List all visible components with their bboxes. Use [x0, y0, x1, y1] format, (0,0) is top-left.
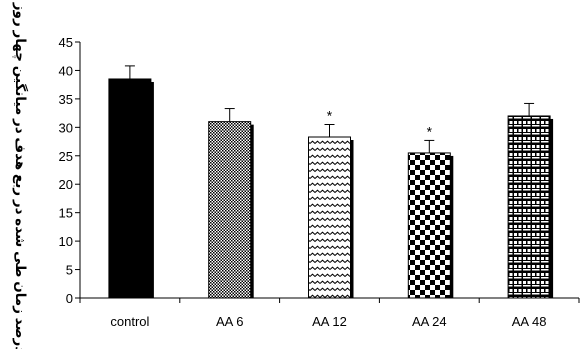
bar	[208, 121, 252, 299]
x-tick-label: control	[110, 314, 149, 329]
y-tick-label: 20	[59, 177, 73, 192]
significance-marker: *	[327, 107, 333, 123]
bar	[407, 152, 451, 299]
x-tick-label: AA 12	[312, 314, 347, 329]
y-tick-label: 0	[66, 291, 73, 306]
y-tick-label: 10	[59, 234, 73, 249]
y-tick-label: 5	[66, 263, 73, 278]
y-tick-label: 25	[59, 149, 73, 164]
x-tick-labels: control AA 6 AA 12 AA 24 AA 48	[110, 314, 546, 329]
x-tick-label: AA 24	[412, 314, 447, 329]
bar-aa-48	[507, 102, 554, 299]
bar-aa-12: *	[308, 107, 354, 299]
y-tick-label: 40	[59, 63, 73, 78]
bar	[108, 78, 152, 299]
bar	[507, 115, 551, 299]
x-tick-label: AA 48	[512, 314, 547, 329]
bars-group: **	[108, 65, 554, 299]
y-tick-label: 45	[59, 35, 73, 50]
bar-control	[108, 65, 154, 299]
bar-aa-24: *	[407, 123, 454, 299]
y-axis-label: درصد زمان طی شده در ربع هدف در میانگین چ…	[13, 2, 29, 349]
axes: 0 5 10 15 20 25 30 35 40 45	[59, 35, 580, 306]
bar	[308, 136, 351, 299]
bar-aa-6	[208, 108, 254, 299]
x-tick-label: AA 6	[216, 314, 243, 329]
y-tick-label: 35	[59, 92, 73, 107]
y-tick-label: 15	[59, 206, 73, 221]
significance-marker: *	[427, 123, 433, 139]
y-tick-label: 30	[59, 120, 73, 135]
